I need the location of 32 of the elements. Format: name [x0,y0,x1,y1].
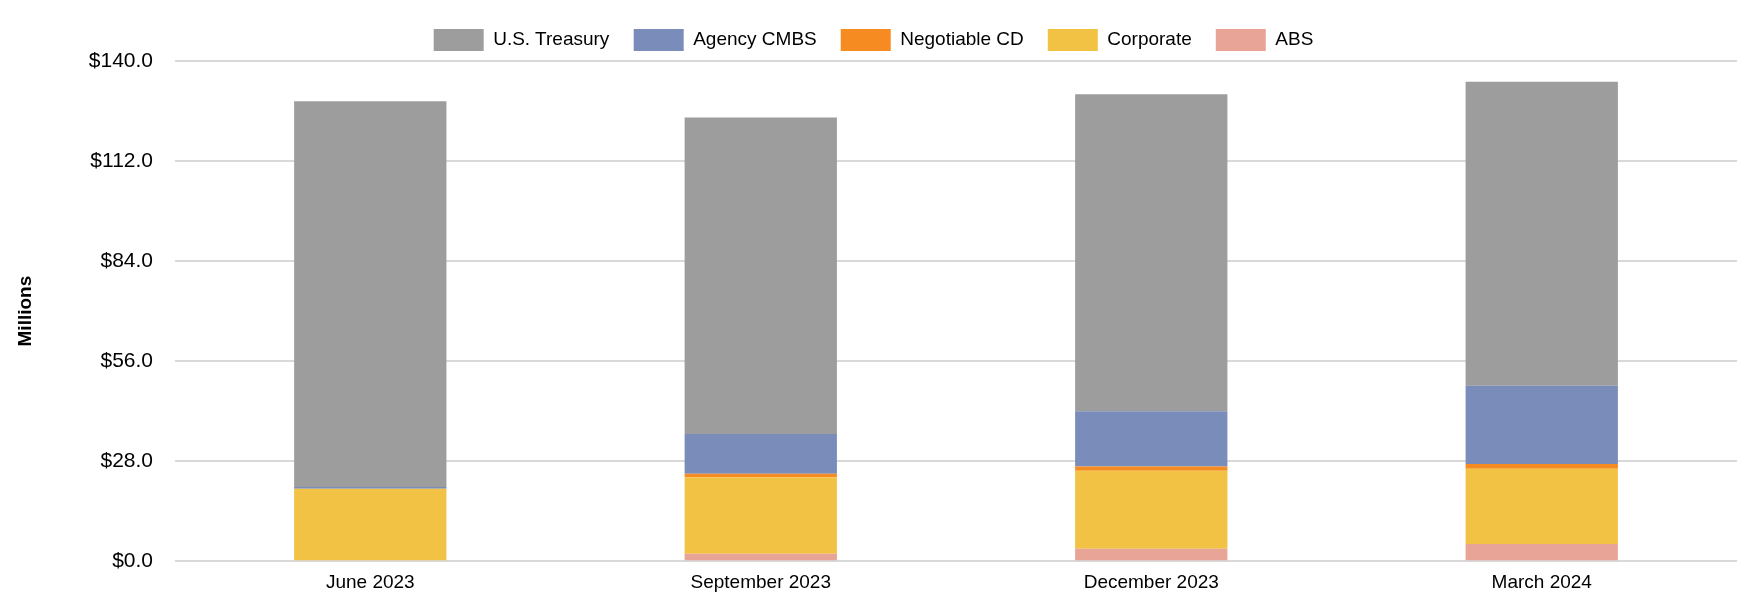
x-tick-label: June 2023 [325,570,415,592]
bar [1465,544,1618,561]
bar [1465,464,1618,469]
legend-label: Agency CMBS [693,28,817,50]
x-tick-label: December 2023 [1083,570,1219,592]
y-tick-label: $112.0 [90,147,154,171]
bar [1075,466,1228,471]
bar [1075,470,1228,549]
y-tick-label: $140.0 [88,47,154,71]
legend-label: U.S. Treasury [493,28,610,50]
legend-label: Negotiable CD [900,28,1024,50]
y-tick-label: $56.0 [100,347,154,371]
y-axis-title: Millions [13,275,35,347]
bar [1075,548,1228,561]
legend-label: Corporate [1107,28,1192,50]
legend-label: ABS [1275,28,1314,50]
bar [684,434,837,474]
y-tick-label: $28.0 [100,447,154,471]
bar [1465,385,1618,465]
bar [294,101,447,487]
bar [1465,468,1618,545]
y-tick-label: $0.0 [112,548,154,571]
x-tick-label: March 2024 [1491,570,1593,592]
bar [1075,94,1228,412]
bar [684,477,837,554]
y-tick-label: $84.0 [100,247,154,271]
x-tick-label: September 2023 [690,570,832,592]
bar [294,488,447,561]
bar [684,553,837,561]
bar [1075,411,1228,467]
bar [684,117,837,435]
bar [1465,81,1618,386]
